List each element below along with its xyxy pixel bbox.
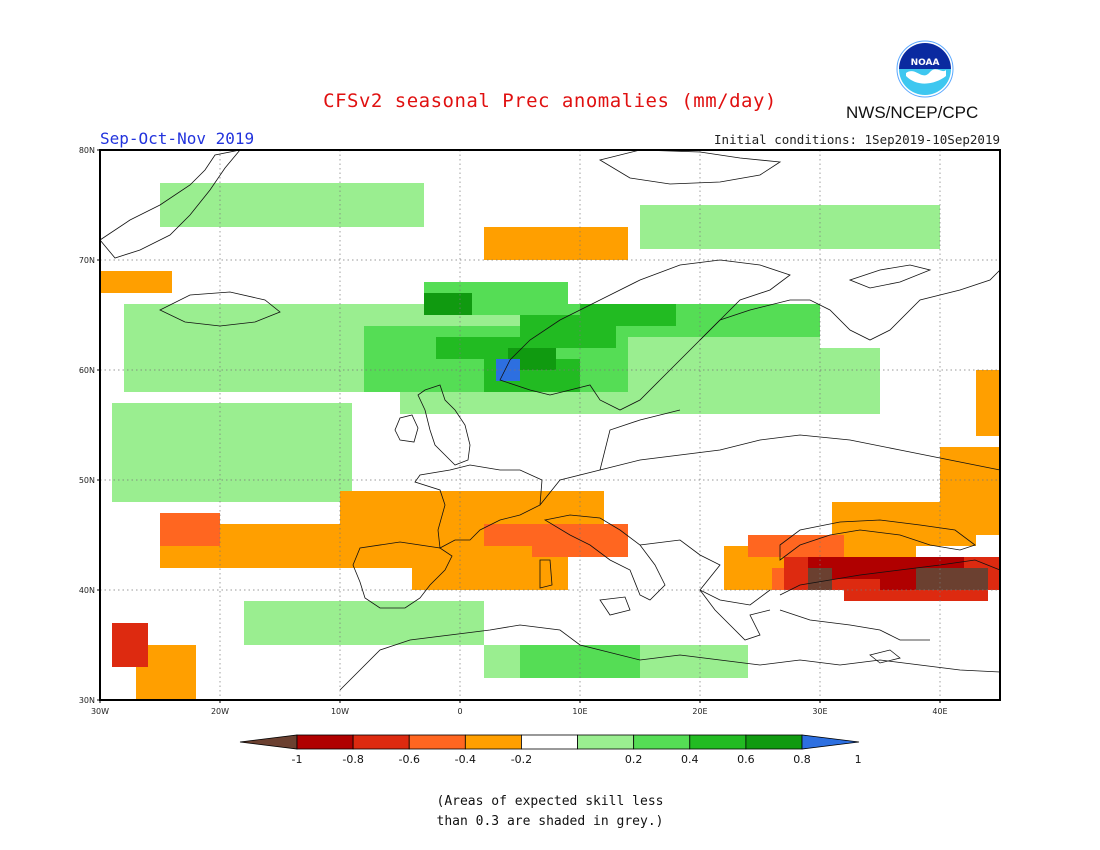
colorbar-tick-label: 0.4	[681, 753, 699, 766]
anomaly-shading	[940, 447, 1000, 535]
anomaly-shading	[160, 513, 220, 546]
colorbar: -1 -0.8 -0.6 -0.4 -0.2 0.2 0.4 0.6 0.8 1	[239, 734, 862, 766]
anomaly-shading	[112, 403, 352, 502]
anomaly-shading	[748, 535, 844, 557]
lon-label: 20W	[211, 707, 229, 716]
anomaly-shading	[580, 304, 676, 326]
lat-label: 40N	[79, 586, 95, 595]
anomaly-shading	[640, 205, 940, 249]
colorbar-segment	[464, 734, 522, 750]
anomaly-shading	[424, 293, 472, 315]
lon-label: 30W	[91, 707, 109, 716]
anomaly-grid	[100, 183, 1000, 700]
colorbar-tick-label: -0.6	[398, 753, 419, 766]
anomaly-shading	[100, 271, 172, 293]
colorbar-tick-label: 0.2	[625, 753, 643, 766]
anomaly-shading	[160, 183, 424, 227]
colorbar-tick-label: 1	[855, 753, 862, 766]
colorbar-arrow-low	[239, 734, 298, 750]
colorbar-arrow-high	[801, 734, 860, 750]
initial-conditions-label: Initial conditions: 1Sep2019-10Sep2019	[714, 132, 1000, 147]
anomaly-shading	[484, 227, 628, 260]
colorbar-tick-label: 0.8	[793, 753, 811, 766]
colorbar-tick-label: -1	[292, 753, 303, 766]
anomaly-shading	[700, 304, 820, 337]
gridlines	[99, 150, 1000, 700]
footnote-line-1: (Areas of expected skill less	[436, 794, 664, 809]
map-frame	[99, 149, 1001, 701]
colorbar-segment	[352, 734, 410, 750]
anomaly-shading	[112, 623, 148, 667]
anomaly-shading	[496, 359, 520, 381]
anomaly-shading	[976, 370, 1000, 436]
chart-title: CFSv2 seasonal Prec anomalies (mm/day)	[323, 90, 777, 112]
lat-label: 70N	[79, 256, 95, 265]
anomaly-shading	[244, 601, 484, 645]
colorbar-tick-label: 0.6	[737, 753, 755, 766]
lon-label: 20E	[692, 707, 707, 716]
colorbar-segment	[577, 734, 635, 750]
lat-label: 30N	[79, 696, 95, 705]
colorbar-segment	[689, 734, 747, 750]
lat-label: 80N	[79, 146, 95, 155]
lon-label: 30E	[812, 707, 827, 716]
anomaly-shading	[916, 568, 988, 590]
latitude-labels: 30N 40N 50N 60N 70N 80N	[79, 146, 100, 705]
lon-label: 0	[457, 707, 462, 716]
colorbar-segment	[633, 734, 691, 750]
colorbar-tick-label: -0.4	[455, 753, 476, 766]
colorbar-tick-label: -0.8	[342, 753, 363, 766]
colorbar-segment	[521, 734, 578, 750]
colorbar-segment	[745, 734, 803, 750]
lon-label: 40E	[932, 707, 947, 716]
colorbar-segment	[408, 734, 466, 750]
coastlines	[99, 149, 1001, 691]
colorbar-segment	[296, 734, 354, 750]
noaa-logo: NOAA	[896, 40, 954, 98]
lat-label: 60N	[79, 366, 95, 375]
lat-label: 50N	[79, 476, 95, 485]
anomaly-shading	[700, 348, 880, 414]
lon-label: 10W	[331, 707, 349, 716]
season-label: Sep-Oct-Nov 2019	[100, 129, 255, 148]
agency-label: NWS/NCEP/CPC	[846, 103, 979, 122]
colorbar-tick-label: -0.2	[511, 753, 532, 766]
logo-text: NOAA	[911, 58, 940, 68]
lon-label: 10E	[572, 707, 587, 716]
skill-footnote: (Areas of expected skill less than 0.3 a…	[0, 792, 1100, 832]
longitude-labels: 30W 20W 10W 0 10E 20E 30E 40E	[91, 700, 948, 716]
footnote-line-2: than 0.3 are shaded in grey.)	[436, 814, 664, 829]
